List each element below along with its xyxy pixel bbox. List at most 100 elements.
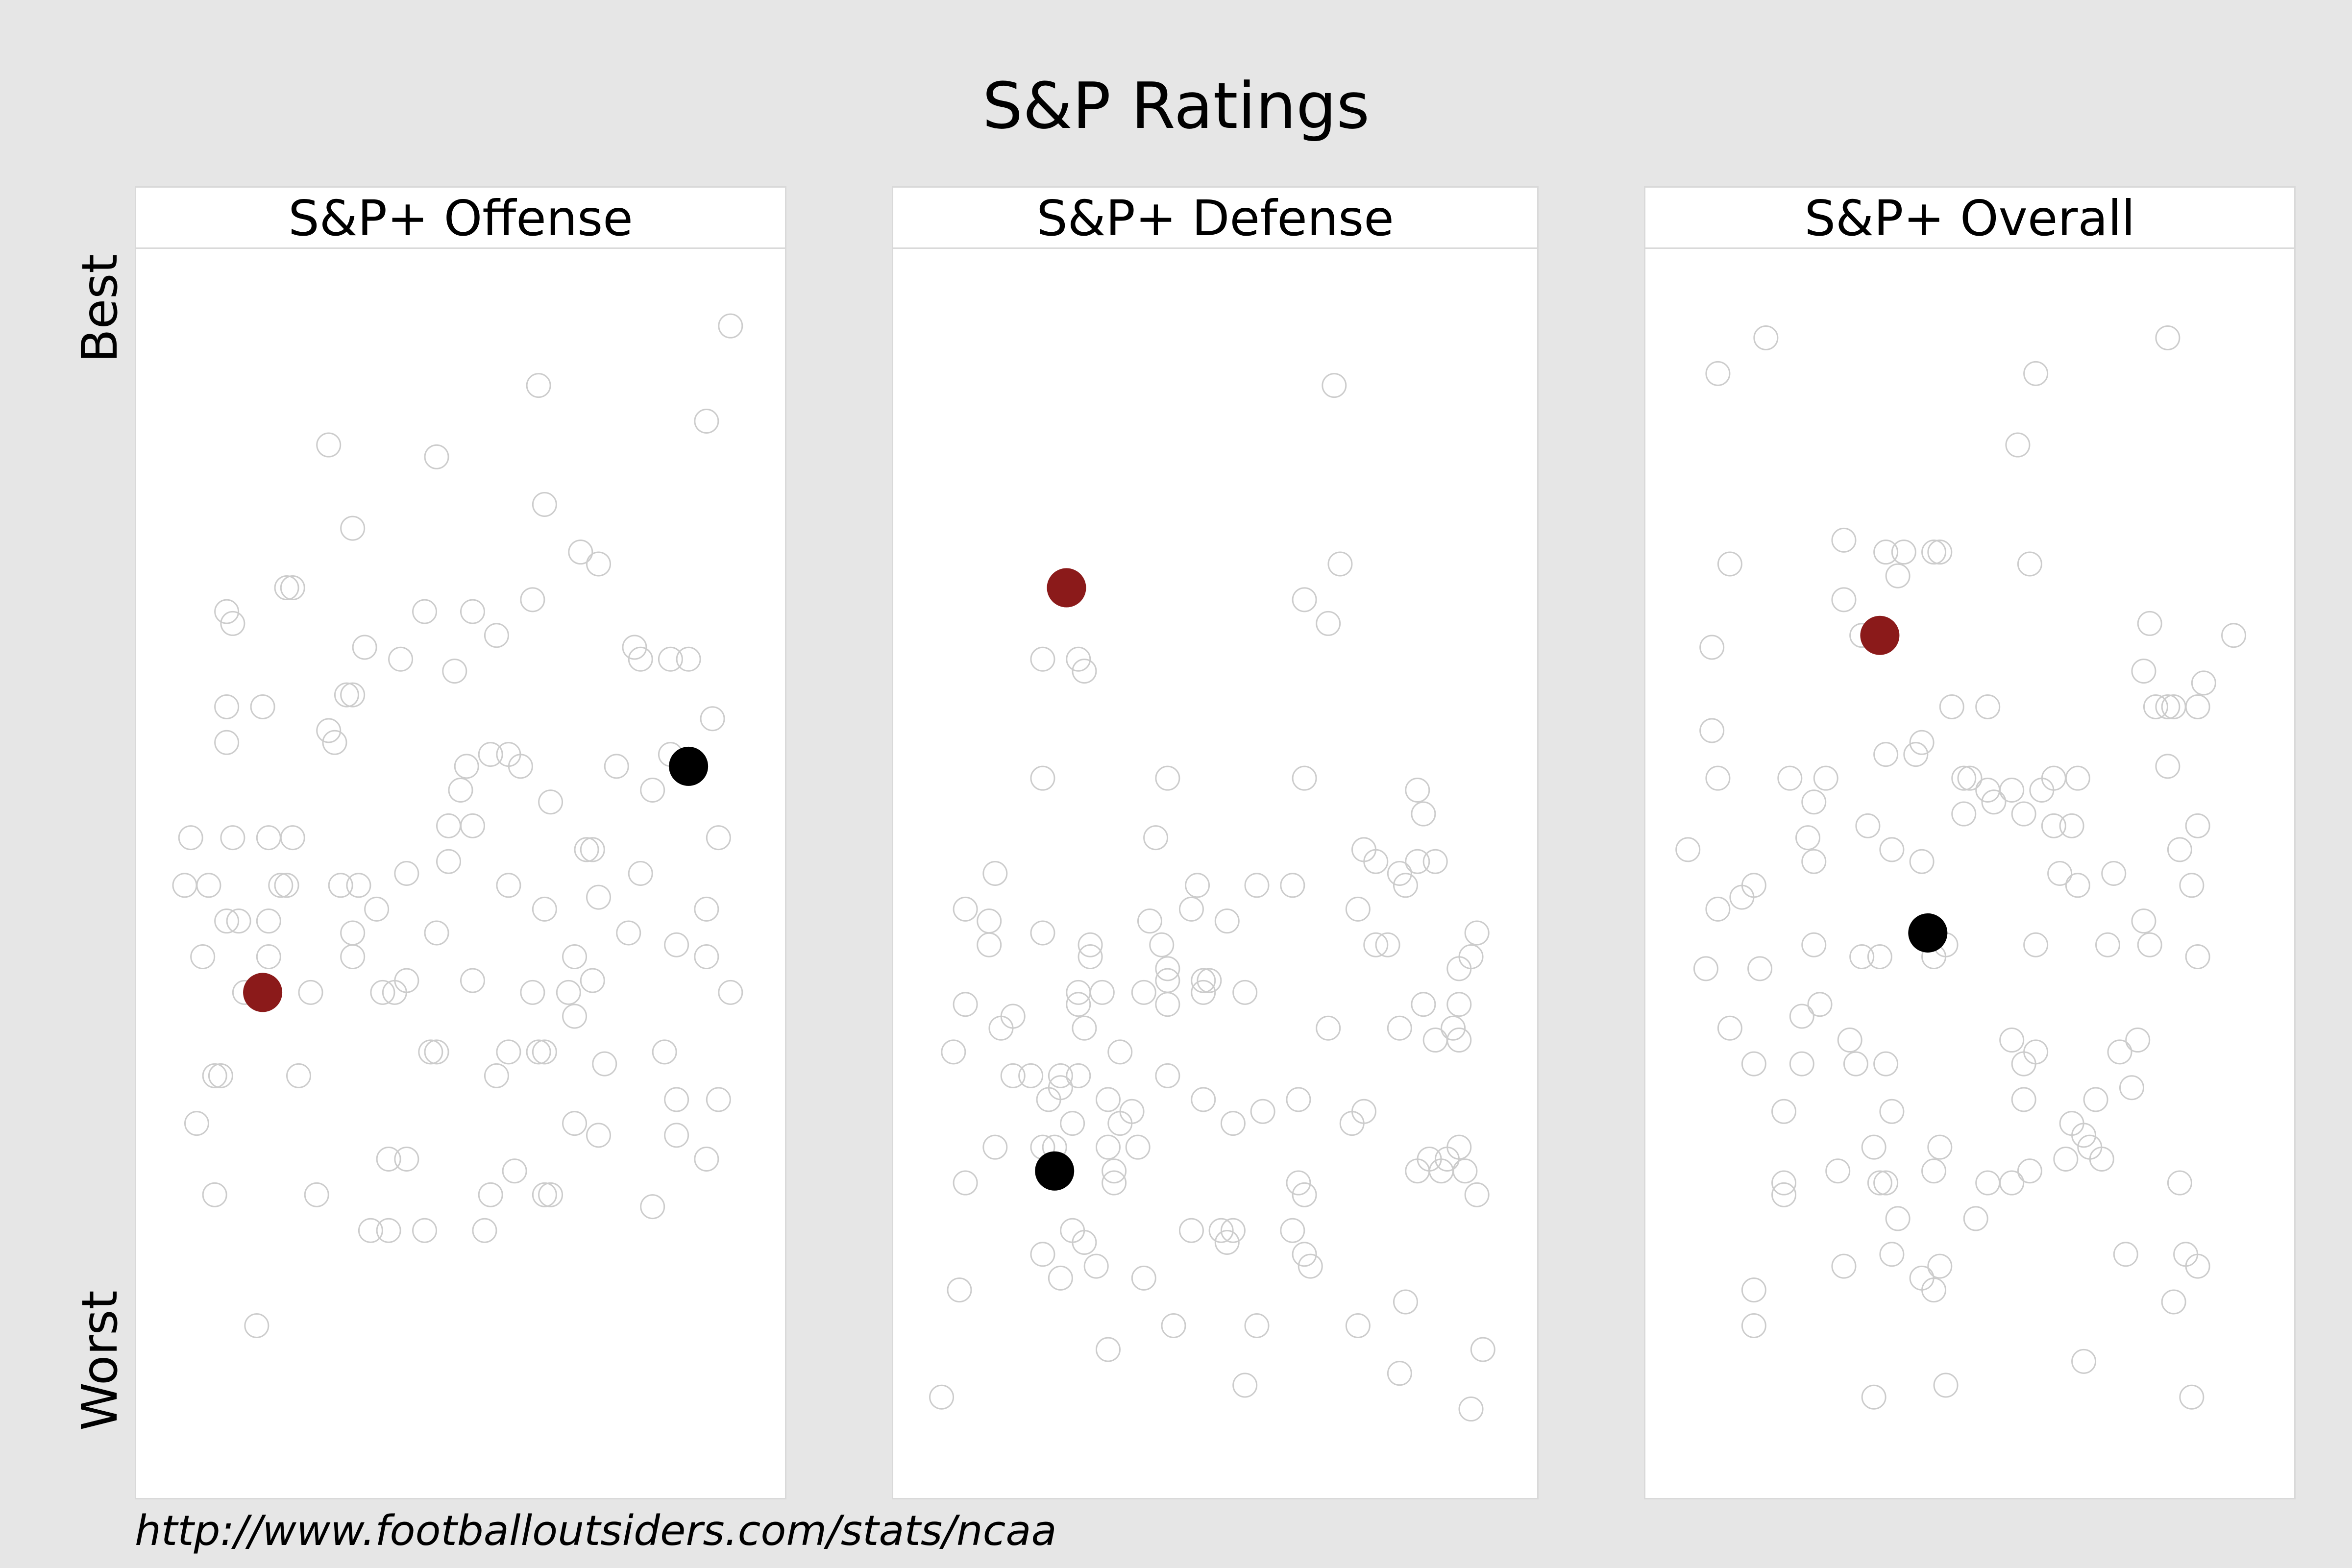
y-axis-worst-label: Worst [71,1290,128,1431]
team-point [1107,1111,1133,1136]
team-point [436,849,462,874]
team-point [706,825,731,851]
team-point [2161,1289,2186,1315]
team-point [1292,765,1317,791]
team-point [1214,1229,1240,1255]
team-point [1244,1313,1270,1339]
team-point [2101,861,2127,886]
team-point [418,1039,443,1065]
team-point [1405,777,1430,803]
team-point [1831,1253,1857,1279]
panel-defense-plot [929,373,1495,1422]
team-point [214,599,240,624]
team-point [2017,551,2042,577]
team-point [640,1194,665,1220]
team-point [562,944,588,970]
team-point [1000,1063,1026,1088]
team-point [538,1182,564,1207]
team-point [2053,1146,2079,1172]
team-point [1220,1218,1246,1243]
team-point [1292,1182,1317,1207]
team-point [592,1051,617,1077]
highlight-point-2 [1035,1151,1075,1191]
team-point [472,1218,497,1243]
team-point [1951,765,1977,791]
team-point [1339,1111,1365,1136]
team-point [1155,992,1180,1017]
team-point [1771,1099,1797,1124]
team-point [562,1111,588,1136]
team-point [1873,1051,1899,1077]
team-point [664,1123,689,1148]
team-point [1470,1337,1495,1362]
team-point [2029,777,2055,803]
team-point [947,1277,972,1303]
team-point [1155,956,1180,981]
team-point [1178,1218,1204,1243]
team-point [1855,813,1881,838]
team-point [280,575,305,601]
highlight-point-1 [1860,615,1900,655]
team-point [478,742,503,767]
team-point [562,1004,588,1029]
team-point [334,682,359,708]
team-point [2167,837,2192,862]
team-point [1747,956,1773,981]
team-point [1191,980,1216,1005]
team-point [1214,908,1240,934]
team-point [1705,896,1731,922]
team-point [1975,694,2001,719]
team-point [496,873,521,898]
team-point [220,825,245,851]
team-point [274,575,299,601]
team-point [298,980,323,1005]
team-point [1036,1087,1061,1112]
team-point [1072,659,1097,684]
team-point [628,646,653,672]
team-point [1208,1218,1234,1243]
team-point [2023,361,2049,386]
team-point [340,920,366,946]
team-point [1072,1015,1097,1041]
team-point [1705,765,1731,791]
team-point [454,754,479,779]
team-point [1030,1242,1055,1267]
team-point [1405,849,1430,874]
team-point [424,1039,449,1065]
team-point [502,1158,527,1184]
team-point [1921,1158,1947,1184]
team-point [1729,884,1755,910]
team-point [1387,861,1412,886]
team-point [340,515,366,541]
team-point [328,873,353,898]
team-point [340,944,366,970]
team-point [256,908,281,934]
team-point [1030,765,1055,791]
source-note: http://www.footballoutsiders.com/stats/n… [135,1507,1057,1555]
team-point [2041,813,2066,838]
team-point [1873,1170,1899,1196]
team-point [214,694,240,719]
team-point [1131,1265,1156,1291]
panel-offense: S&P+ Offense [135,186,786,1499]
team-point [2191,670,2216,696]
team-point [1375,932,1400,957]
team-point [694,408,719,434]
team-point [953,1170,978,1196]
team-point [442,659,467,684]
highlight-point-1 [1047,568,1086,608]
team-point [1250,1099,1275,1124]
team-point [1795,825,1821,851]
team-point [1885,563,1911,588]
team-point [1393,873,1418,898]
team-point [1777,765,1803,791]
team-point [2119,1075,2144,1101]
team-point [460,968,485,993]
team-point [586,884,612,910]
team-point [2167,1170,2192,1196]
highlight-point-2 [1908,913,1948,953]
team-point [1095,1337,1121,1362]
team-point [1699,718,1725,743]
team-point [1155,765,1180,791]
team-point [2161,694,2186,719]
